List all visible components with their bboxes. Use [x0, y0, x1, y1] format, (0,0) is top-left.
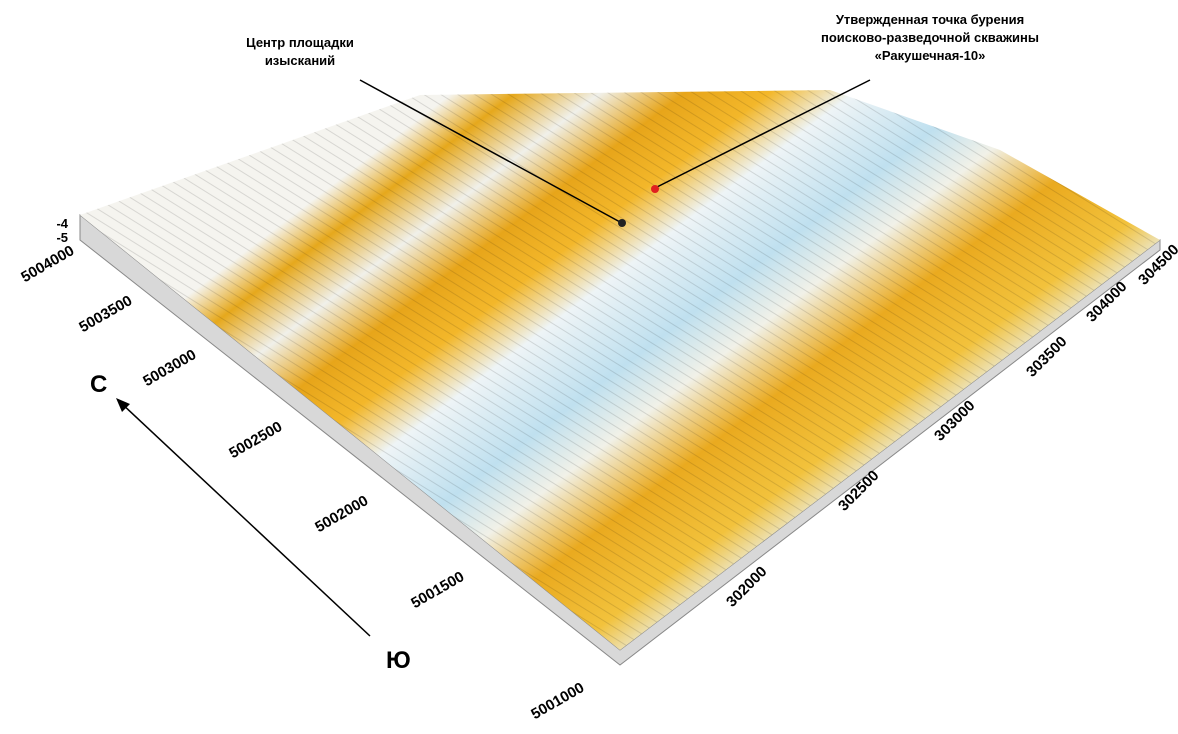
north-tick-label: 5004000: [18, 242, 77, 286]
north-tick-label: 5001000: [528, 679, 587, 723]
annotation: Центр площадки: [246, 35, 354, 50]
map: С Ю Центр площадки изысканий Утвержденная …: [0, 0, 1178, 734]
compass-north: С: [90, 371, 107, 398]
north-tick-label: 5001500: [408, 568, 467, 612]
compass-south: Ю: [386, 647, 411, 674]
depth-tick-label: -5: [56, 230, 68, 245]
annotation: поисково-разведочной скважины: [821, 30, 1039, 45]
depth-tick-label: -4: [56, 216, 68, 231]
north-tick-label: 5003500: [76, 292, 135, 336]
annotation: «Ракушечная-10»: [875, 48, 986, 63]
north-tick-label: 5002500: [226, 418, 285, 462]
site-center-point: [618, 219, 626, 227]
north-tick-label: 5003000: [140, 346, 199, 390]
north-tick-label: 5002000: [312, 492, 371, 536]
annotation: изысканий: [265, 53, 335, 68]
annotation: Утвержденная точка бурения: [836, 12, 1024, 27]
drilling-point: [651, 185, 659, 193]
